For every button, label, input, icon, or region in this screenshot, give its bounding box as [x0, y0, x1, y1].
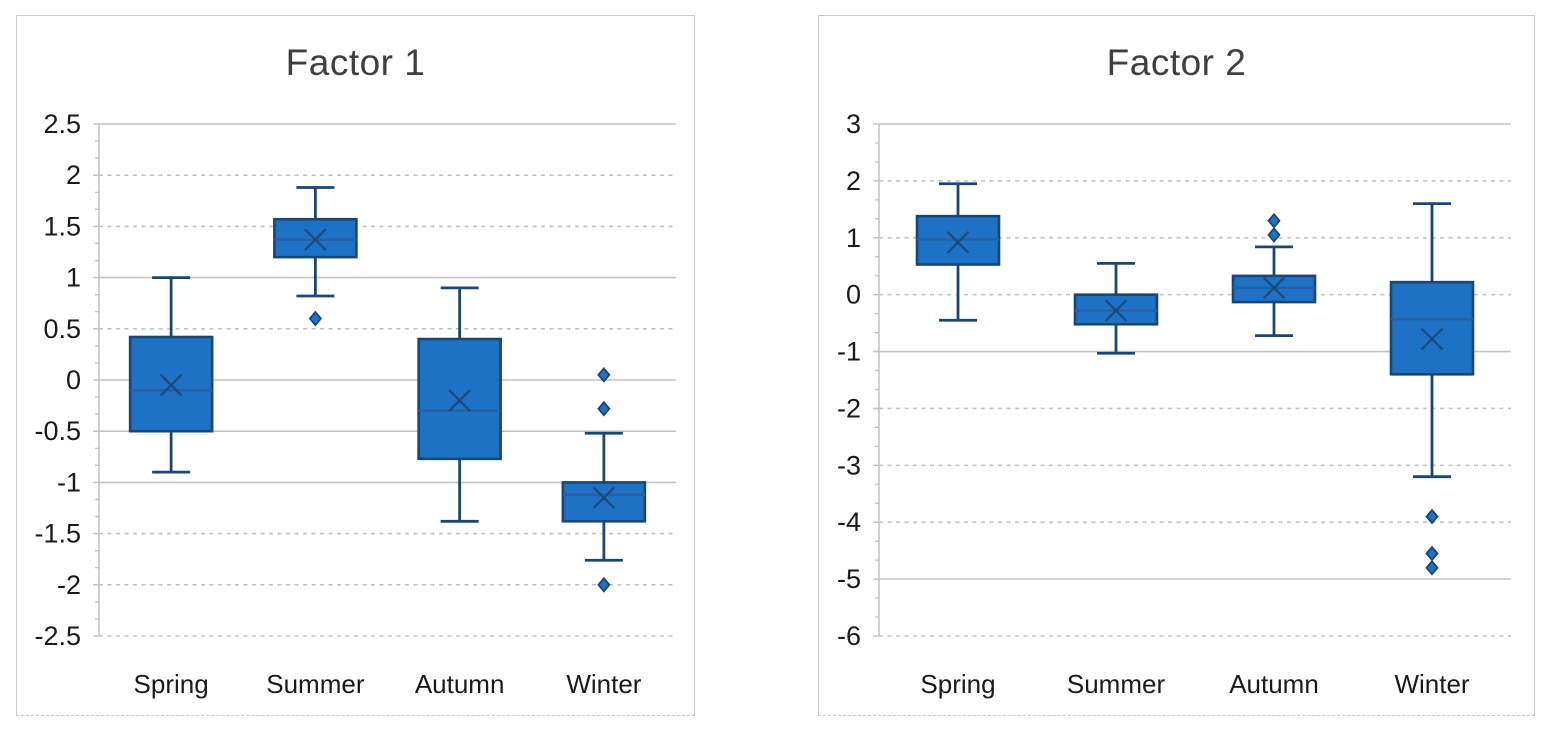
mean-marker [1104, 299, 1128, 322]
chart-title: Factor 1 [285, 42, 426, 83]
y-tick-label: -2 [57, 570, 81, 600]
category-label: Summer [266, 669, 365, 699]
y-tick-label: -5 [837, 564, 861, 594]
outlier-point [308, 310, 323, 327]
box [561, 481, 647, 523]
category-label: Summer [1067, 669, 1166, 699]
y-tick-label: 2.5 [43, 109, 81, 139]
outlier-point [1425, 545, 1439, 562]
mean-marker [304, 228, 327, 252]
category-label: Winter [1394, 669, 1469, 699]
y-tick-label: -1.5 [34, 519, 81, 549]
y-tick-label: -2.5 [34, 621, 81, 651]
outlier-point [597, 400, 611, 417]
category-label: Winter [566, 669, 641, 699]
outlier-point [1267, 227, 1281, 243]
y-tick-label: -1 [837, 337, 861, 367]
y-tick-label: -0.5 [34, 416, 81, 446]
y-tick-label: -6 [837, 621, 861, 651]
outlier-point [1267, 212, 1281, 229]
y-tick-label: 3 [846, 109, 861, 139]
boxplot-svg: 3 2 1 0 -1 -2 -3 -4 -5 -6 Spring Summer Autumn Winter [837, 109, 1511, 699]
y-tick-label: 1 [66, 263, 81, 293]
y-tick-label: 0 [66, 365, 81, 395]
y-tick-label: -2 [837, 393, 861, 423]
mean-marker [1420, 327, 1444, 351]
chart-title: Factor 2 [1106, 42, 1247, 83]
y-tick-label: 0.5 [43, 314, 81, 344]
category-label: Spring [920, 669, 995, 699]
category-label: Spring [134, 669, 209, 699]
mean-marker [1262, 276, 1286, 300]
factor1-chart: Factor 1 2.5 2 1.5 1 0.5 0 -0.5 -1 -1.5 -2 -2.5 Spr… [16, 15, 695, 716]
outlier-point [1425, 559, 1439, 576]
outlier-point [597, 366, 611, 383]
mean-marker [946, 230, 970, 254]
y-tick-label: 0 [846, 280, 861, 310]
box [1389, 280, 1475, 376]
outlier-point [597, 576, 611, 593]
y-tick-label: -3 [837, 450, 861, 480]
category-label: Autumn [415, 669, 505, 699]
y-tick-label: 2 [846, 166, 861, 196]
y-tick-label: -1 [57, 467, 81, 497]
y-tick-label: 2 [66, 160, 81, 190]
mean-marker [592, 486, 616, 510]
mean-marker [159, 373, 183, 397]
y-tick-label: -4 [837, 507, 861, 537]
y-tick-label: 1.5 [43, 211, 81, 241]
y-tick-label: 1 [846, 223, 861, 253]
boxplot-svg: 2.5 2 1.5 1 0.5 0 -0.5 -1 -1.5 -2 -2.5 Spring Summer… [34, 109, 676, 699]
mean-marker [448, 389, 471, 412]
factor2-chart: Factor 2 3 2 1 0 -1 -2 -3 -4 -5 -6 Spring Summer Aut… [818, 15, 1535, 716]
outlier-point [1425, 508, 1439, 525]
category-label: Autumn [1229, 669, 1319, 699]
